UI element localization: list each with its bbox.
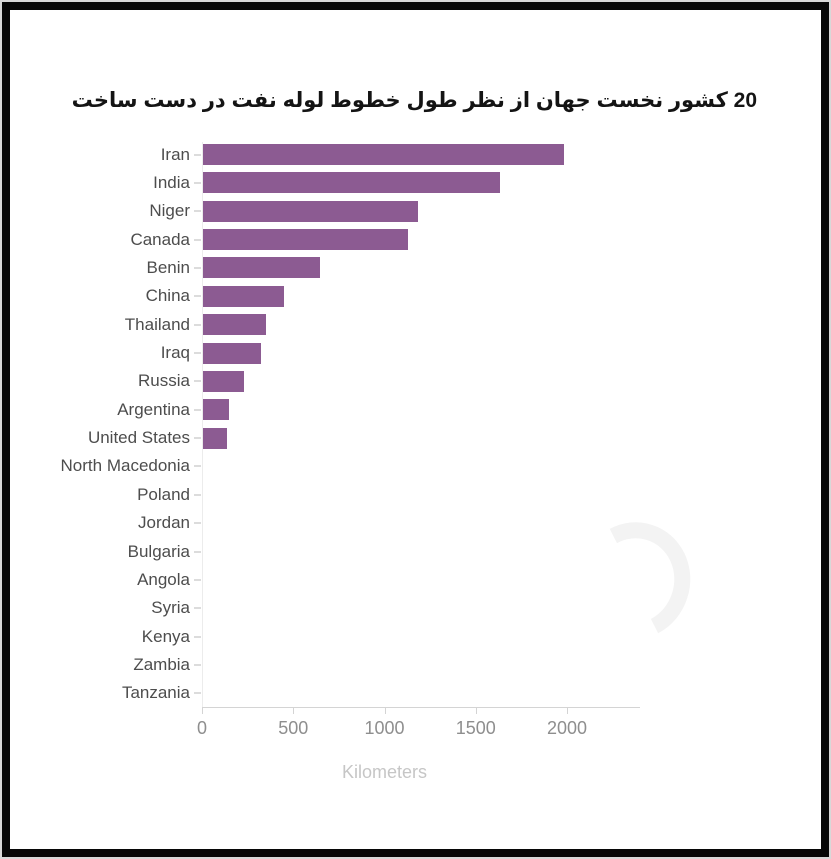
bar (203, 200, 418, 222)
y-tick-mark (194, 437, 201, 440)
y-tick-mark (194, 210, 201, 213)
bar (203, 229, 408, 251)
x-axis-line (202, 707, 640, 708)
bar (203, 342, 261, 364)
y-tick-mark (194, 465, 201, 468)
bar (203, 285, 284, 307)
x-tick-label: 2000 (546, 718, 588, 738)
y-tick-mark (194, 380, 201, 383)
category-label: Zambia (133, 654, 190, 674)
x-tick-label: 0 (196, 718, 207, 738)
y-axis-line (202, 142, 203, 707)
bar (203, 399, 229, 421)
x-tick-mark (384, 708, 386, 714)
y-tick-mark (194, 692, 201, 695)
category-label: Thailand (124, 314, 190, 334)
y-tick-mark (194, 522, 201, 525)
y-tick-mark (194, 663, 201, 666)
y-tick-mark (194, 607, 201, 610)
category-label: Niger (149, 201, 190, 221)
y-tick-mark (194, 238, 201, 241)
category-label: Kenya (141, 626, 190, 646)
category-label: India (153, 172, 190, 192)
bar (203, 257, 320, 279)
chart-title: 20 کشور نخست جهان از نظر طول خطوط لوله ن… (71, 89, 757, 112)
category-label: Russia (138, 371, 190, 391)
y-tick-mark (194, 635, 201, 638)
y-tick-mark (194, 323, 201, 326)
x-axis-label: Kilometers (341, 762, 428, 782)
bar (203, 427, 227, 449)
y-tick-mark (194, 352, 201, 355)
category-label: North Macedonia (60, 456, 190, 476)
y-tick-mark (194, 181, 201, 184)
y-tick-mark (194, 550, 201, 553)
y-tick-mark (194, 493, 201, 496)
category-label: Angola (137, 569, 190, 589)
x-tick-mark (293, 708, 295, 714)
y-tick-mark (194, 266, 201, 269)
x-tick-mark (475, 708, 477, 714)
category-label: Iran (160, 144, 190, 164)
bar (203, 370, 244, 392)
category-label: Syria (151, 598, 190, 618)
y-tick-mark (194, 578, 201, 581)
category-label: Canada (130, 229, 190, 249)
bar (203, 172, 500, 194)
category-label: Jordan (138, 513, 190, 533)
category-label: Bulgaria (127, 541, 190, 561)
category-label: Benin (146, 257, 190, 277)
x-tick-label: 1000 (364, 718, 405, 738)
category-label: China (145, 286, 190, 306)
y-tick-mark (194, 408, 201, 411)
category-label: United States (87, 428, 190, 448)
x-tick-mark (202, 708, 203, 714)
category-label: Tanzania (121, 683, 190, 703)
x-tick-label: 1500 (455, 718, 496, 738)
bar (203, 314, 266, 336)
bar (203, 144, 564, 165)
x-tick-mark (567, 708, 568, 714)
x-tick-label: 500 (278, 718, 309, 738)
category-label: Iraq (160, 343, 190, 363)
category-label: Argentina (117, 399, 190, 419)
category-label: Poland (137, 484, 190, 504)
y-tick-mark (194, 295, 201, 298)
y-tick-mark (194, 153, 201, 156)
